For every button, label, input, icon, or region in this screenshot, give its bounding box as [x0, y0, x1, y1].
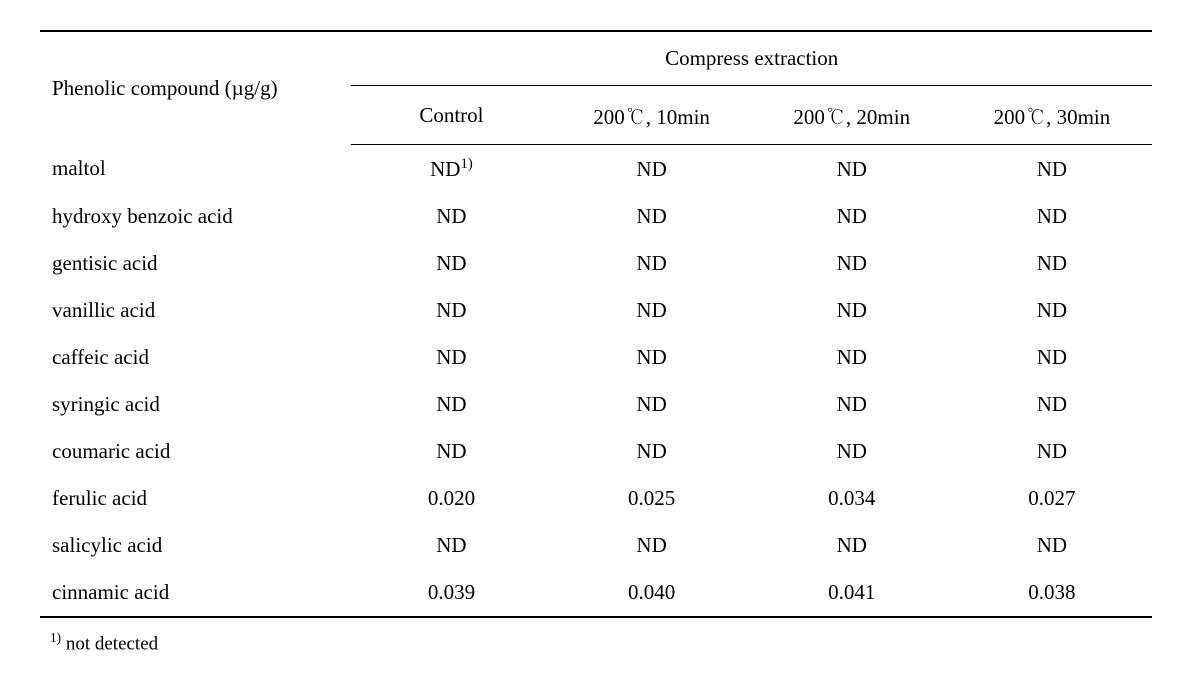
table-cell: ND — [351, 193, 551, 240]
row-label: caffeic acid — [40, 334, 351, 381]
table-cell: ND — [752, 145, 952, 194]
row-label: hydroxy benzoic acid — [40, 193, 351, 240]
table-row: syringic acidNDNDNDND — [40, 381, 1152, 428]
table-cell: 0.038 — [952, 569, 1152, 617]
phenolic-table: Phenolic compound (µg/g) Compress extrac… — [40, 30, 1152, 618]
table-cell: ND — [552, 193, 752, 240]
table-row: coumaric acidNDNDNDND — [40, 428, 1152, 475]
table-cell: ND — [351, 334, 551, 381]
row-label: maltol — [40, 145, 351, 194]
table-cell: ND — [752, 240, 952, 287]
table-cell: ND — [552, 522, 752, 569]
table-cell: 0.034 — [752, 475, 952, 522]
row-label: coumaric acid — [40, 428, 351, 475]
table-cell: ND — [752, 334, 952, 381]
table-cell: ND — [952, 522, 1152, 569]
table-cell: ND — [952, 193, 1152, 240]
table-cell: ND — [752, 522, 952, 569]
table-cell: ND — [752, 193, 952, 240]
column-header: 200℃, 30min — [952, 86, 1152, 145]
table-cell: ND — [952, 334, 1152, 381]
table-cell: 0.041 — [752, 569, 952, 617]
table-row: vanillic acidNDNDNDND — [40, 287, 1152, 334]
table-row: hydroxy benzoic acidNDNDNDND — [40, 193, 1152, 240]
table-cell: ND — [552, 381, 752, 428]
table-cell: ND — [752, 381, 952, 428]
table-row: salicylic acidNDNDNDND — [40, 522, 1152, 569]
table-row: cinnamic acid0.0390.0400.0410.038 — [40, 569, 1152, 617]
table-cell: ND — [552, 428, 752, 475]
table-cell: ND — [552, 240, 752, 287]
row-label: vanillic acid — [40, 287, 351, 334]
row-label-header: Phenolic compound (µg/g) — [40, 31, 351, 145]
footnote-text: not detected — [61, 633, 158, 654]
table-cell: ND — [351, 381, 551, 428]
row-label: syringic acid — [40, 381, 351, 428]
table-cell: 0.040 — [552, 569, 752, 617]
table-cell: ND — [952, 287, 1152, 334]
table-row: caffeic acidNDNDNDND — [40, 334, 1152, 381]
table-cell: ND — [351, 287, 551, 334]
table-row: ferulic acid0.0200.0250.0340.027 — [40, 475, 1152, 522]
table-cell: ND — [952, 428, 1152, 475]
table-cell: ND — [552, 145, 752, 194]
column-header: Control — [351, 86, 551, 145]
table-cell: ND — [952, 145, 1152, 194]
table-cell: ND — [552, 287, 752, 334]
row-label: gentisic acid — [40, 240, 351, 287]
table-cell: ND1) — [351, 145, 551, 194]
column-header: 200℃, 20min — [752, 86, 952, 145]
table-cell: ND — [351, 428, 551, 475]
table-cell: 0.020 — [351, 475, 551, 522]
footnote: 1) not detected — [40, 618, 1152, 655]
footnote-marker: 1) — [50, 630, 61, 645]
table-cell: 0.027 — [952, 475, 1152, 522]
table-cell: ND — [752, 428, 952, 475]
table-cell: 0.025 — [552, 475, 752, 522]
table-cell: 0.039 — [351, 569, 551, 617]
table-cell: ND — [351, 240, 551, 287]
table-row: gentisic acidNDNDNDND — [40, 240, 1152, 287]
table-cell: ND — [752, 287, 952, 334]
row-label: cinnamic acid — [40, 569, 351, 617]
table-cell: ND — [552, 334, 752, 381]
row-label: ferulic acid — [40, 475, 351, 522]
table-cell: ND — [952, 240, 1152, 287]
column-header: 200℃, 10min — [552, 86, 752, 145]
group-header: Compress extraction — [351, 31, 1152, 86]
table-cell: ND — [952, 381, 1152, 428]
table-cell: ND — [351, 522, 551, 569]
row-label: salicylic acid — [40, 522, 351, 569]
table-row: maltolND1)NDNDND — [40, 145, 1152, 194]
